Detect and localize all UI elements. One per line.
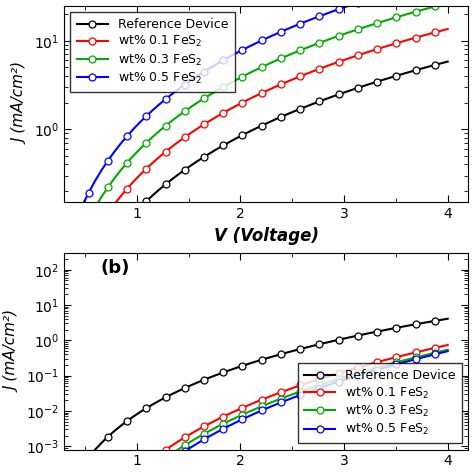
- wt% 0.5 FeS$_2$: [188, 444, 194, 450]
- Line: wt% 0.3 FeS$_2$: wt% 0.3 FeS$_2$: [66, 0, 451, 269]
- wt% 0.5 FeS$_2$: [163, 462, 168, 468]
- wt% 0.5 FeS$_2$: [163, 96, 168, 102]
- wt% 0.1 FeS$_2$: [188, 130, 194, 136]
- wt% 0.5 FeS$_2$: [304, 390, 310, 395]
- Reference Device: [163, 394, 168, 400]
- wt% 0.5 FeS$_2$: [195, 73, 201, 79]
- Line: wt% 0.1 FeS$_2$: wt% 0.1 FeS$_2$: [66, 26, 451, 295]
- Line: wt% 0.1 FeS$_2$: wt% 0.1 FeS$_2$: [66, 342, 451, 474]
- Legend: Reference Device, wt% 0.1 FeS$_2$, wt% 0.3 FeS$_2$, wt% 0.5 FeS$_2$: Reference Device, wt% 0.1 FeS$_2$, wt% 0…: [70, 12, 235, 92]
- wt% 0.1 FeS$_2$: [131, 179, 137, 184]
- wt% 0.5 FeS$_2$: [131, 126, 137, 132]
- wt% 0.1 FeS$_2$: [188, 431, 194, 437]
- Line: Reference Device: Reference Device: [66, 315, 451, 474]
- wt% 0.3 FeS$_2$: [163, 456, 168, 461]
- Line: Reference Device: Reference Device: [66, 58, 451, 327]
- Reference Device: [66, 321, 72, 327]
- wt% 0.1 FeS$_2$: [195, 126, 201, 131]
- wt% 0.1 FeS$_2$: [195, 427, 201, 433]
- wt% 0.5 FeS$_2$: [304, 18, 310, 24]
- Reference Device: [175, 388, 181, 394]
- wt% 0.1 FeS$_2$: [304, 381, 310, 386]
- wt% 0.5 FeS$_2$: [188, 77, 194, 83]
- wt% 0.1 FeS$_2$: [163, 447, 168, 453]
- Reference Device: [304, 103, 310, 109]
- wt% 0.1 FeS$_2$: [66, 288, 72, 294]
- wt% 0.3 FeS$_2$: [195, 100, 201, 105]
- Line: wt% 0.5 FeS$_2$: wt% 0.5 FeS$_2$: [66, 348, 451, 474]
- Reference Device: [445, 59, 451, 64]
- wt% 0.3 FeS$_2$: [188, 104, 194, 109]
- wt% 0.3 FeS$_2$: [131, 153, 137, 158]
- wt% 0.5 FeS$_2$: [195, 440, 201, 446]
- Reference Device: [188, 163, 194, 168]
- wt% 0.5 FeS$_2$: [175, 453, 181, 458]
- Line: wt% 0.5 FeS$_2$: wt% 0.5 FeS$_2$: [66, 0, 451, 242]
- Y-axis label: J (mA/cm²): J (mA/cm²): [5, 310, 20, 392]
- wt% 0.3 FeS$_2$: [66, 263, 72, 268]
- wt% 0.1 FeS$_2$: [131, 473, 137, 474]
- wt% 0.1 FeS$_2$: [445, 26, 451, 32]
- Legend: Reference Device, wt% 0.1 FeS$_2$, wt% 0.3 FeS$_2$, wt% 0.5 FeS$_2$: Reference Device, wt% 0.1 FeS$_2$, wt% 0…: [298, 363, 462, 443]
- wt% 0.5 FeS$_2$: [66, 236, 72, 241]
- wt% 0.3 FeS$_2$: [304, 386, 310, 392]
- wt% 0.3 FeS$_2$: [445, 0, 451, 6]
- Reference Device: [131, 414, 137, 419]
- X-axis label: V (Voltage): V (Voltage): [214, 227, 319, 245]
- wt% 0.1 FeS$_2$: [175, 139, 181, 145]
- wt% 0.1 FeS$_2$: [175, 438, 181, 444]
- wt% 0.1 FeS$_2$: [163, 149, 168, 155]
- Reference Device: [188, 383, 194, 388]
- wt% 0.5 FeS$_2$: [445, 348, 451, 354]
- Reference Device: [195, 158, 201, 164]
- wt% 0.3 FeS$_2$: [445, 347, 451, 353]
- Reference Device: [175, 172, 181, 177]
- wt% 0.3 FeS$_2$: [163, 123, 168, 129]
- wt% 0.5 FeS$_2$: [175, 86, 181, 92]
- Reference Device: [131, 211, 137, 217]
- Reference Device: [163, 182, 168, 187]
- Reference Device: [445, 316, 451, 321]
- wt% 0.3 FeS$_2$: [304, 45, 310, 51]
- Line: wt% 0.3 FeS$_2$: wt% 0.3 FeS$_2$: [66, 346, 451, 474]
- Y-axis label: J (mA/cm²): J (mA/cm²): [13, 64, 28, 145]
- Reference Device: [195, 380, 201, 385]
- wt% 0.1 FeS$_2$: [304, 71, 310, 77]
- wt% 0.3 FeS$_2$: [175, 447, 181, 452]
- Text: (b): (b): [100, 259, 130, 277]
- Reference Device: [304, 345, 310, 350]
- wt% 0.3 FeS$_2$: [188, 438, 194, 444]
- wt% 0.3 FeS$_2$: [195, 435, 201, 440]
- wt% 0.3 FeS$_2$: [175, 113, 181, 119]
- wt% 0.1 FeS$_2$: [445, 342, 451, 348]
